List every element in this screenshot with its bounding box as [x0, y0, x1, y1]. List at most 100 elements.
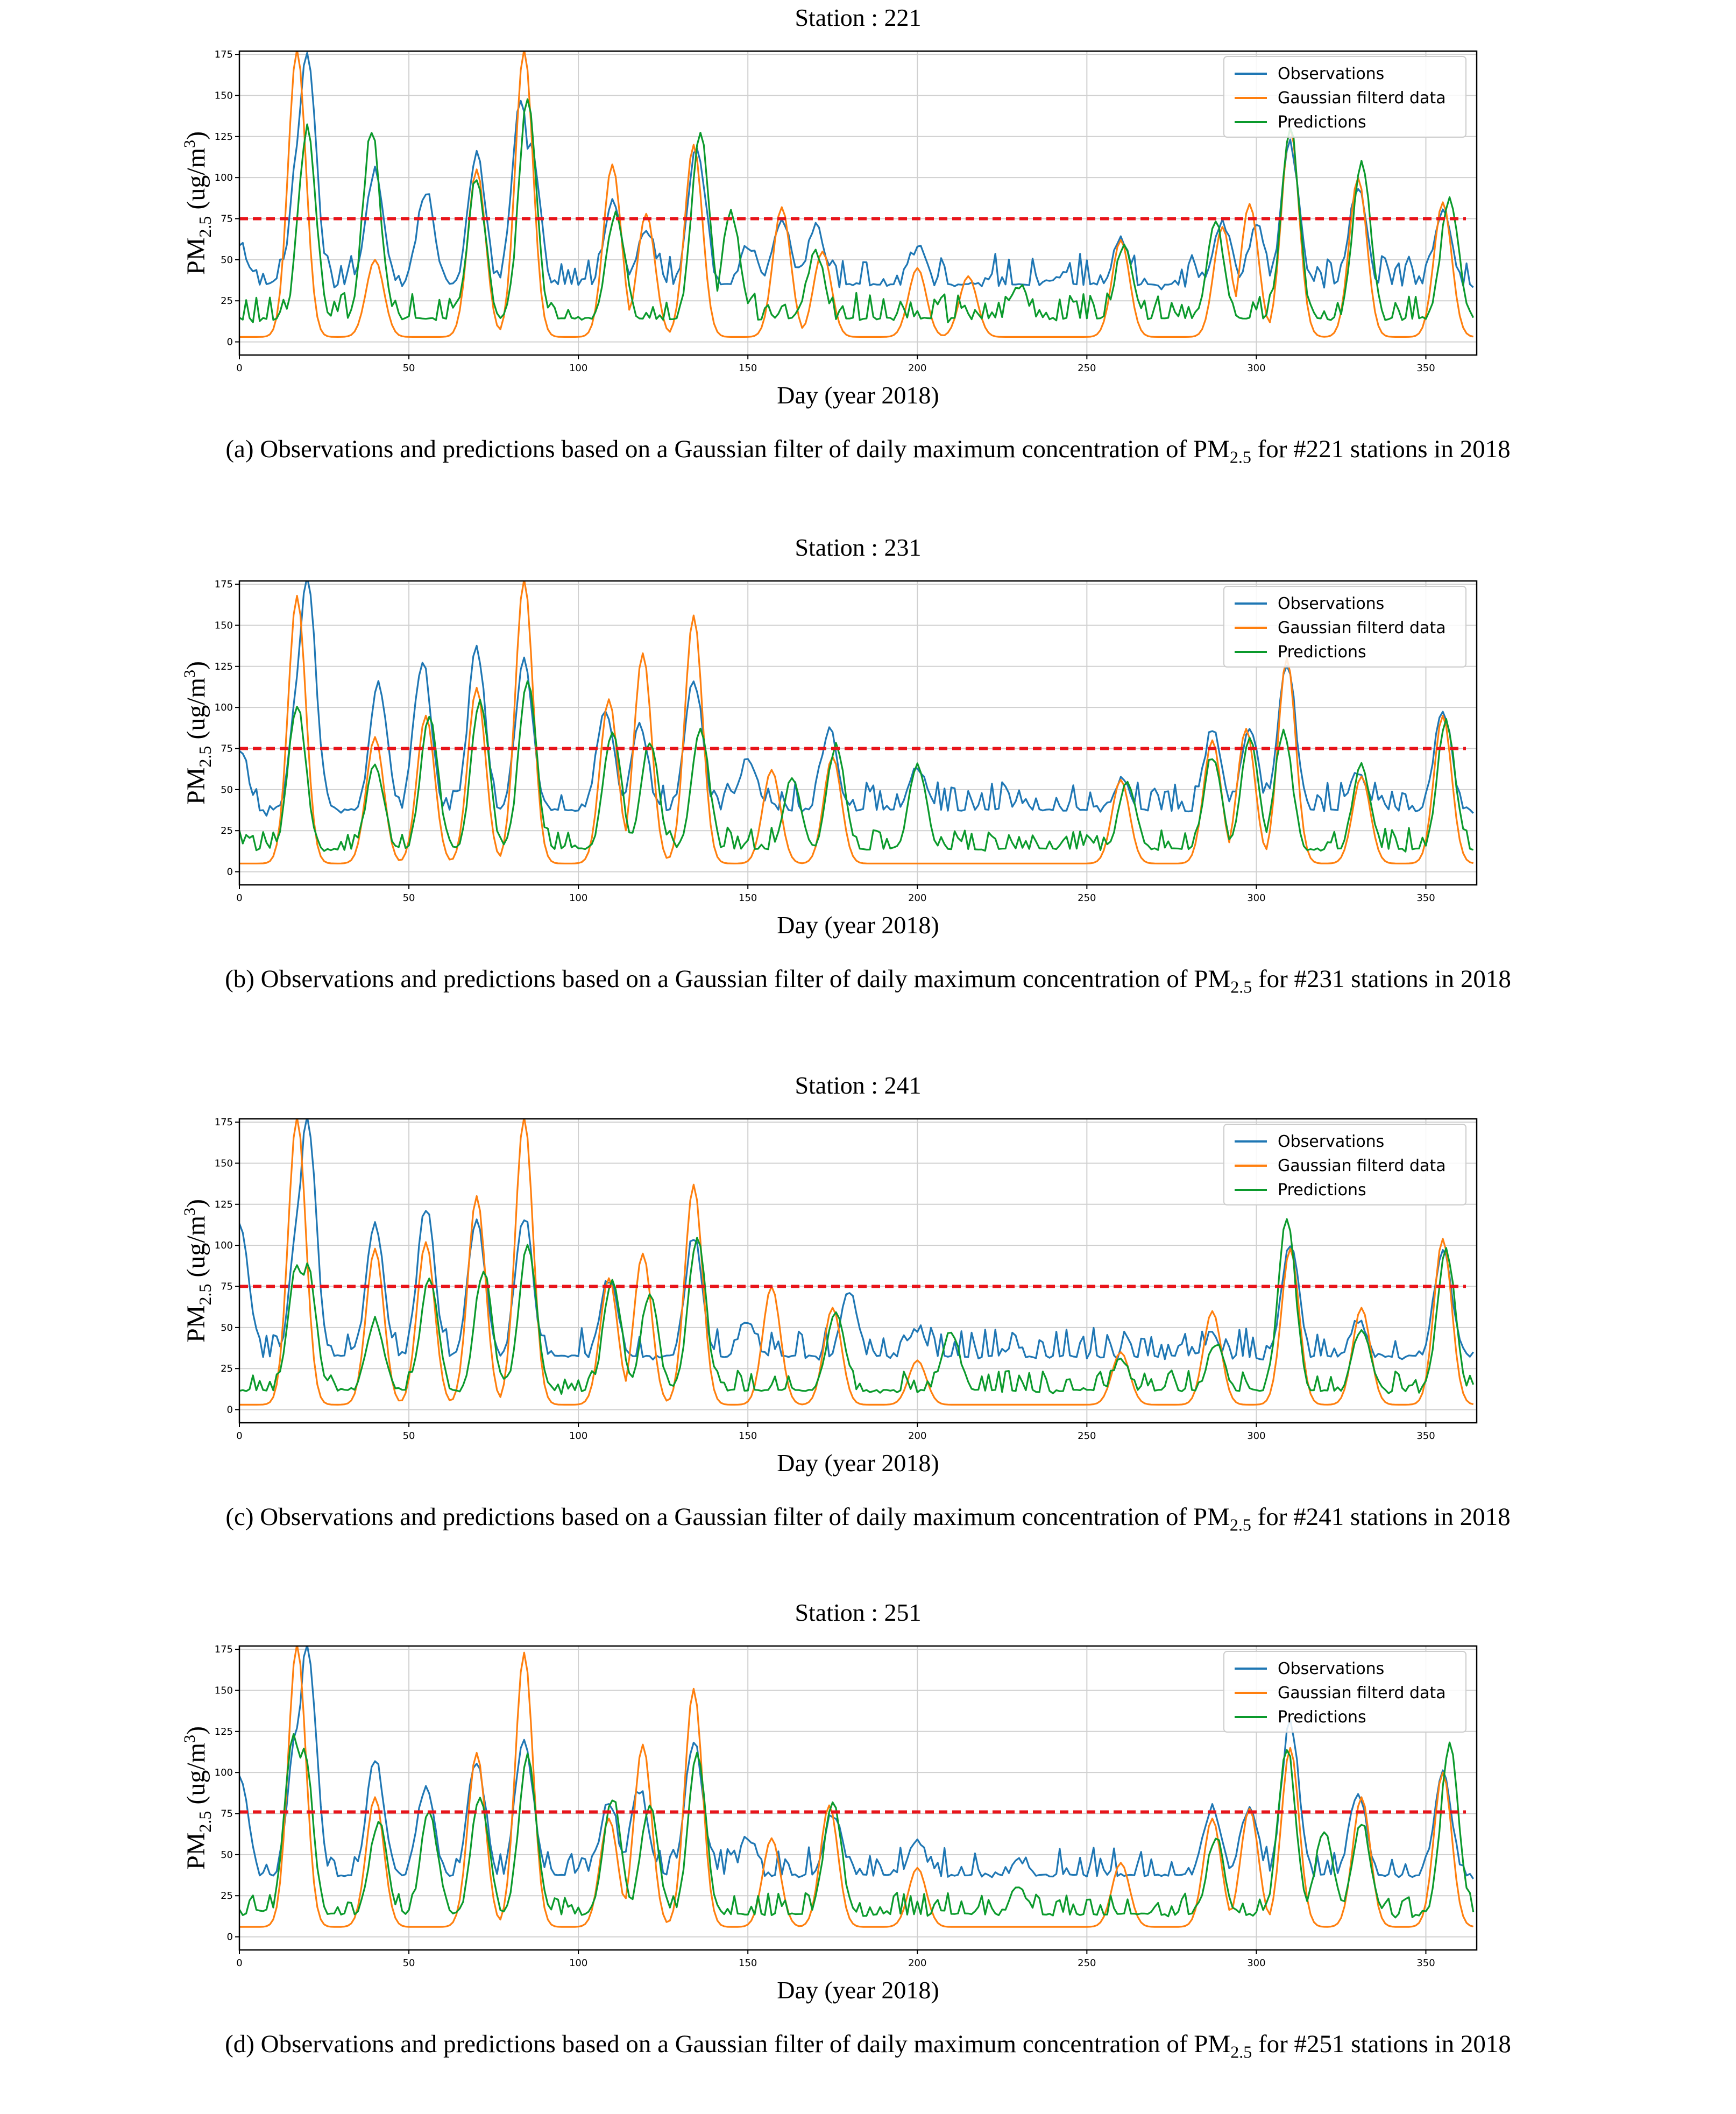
- legend-label: Gaussian filterd data: [1278, 619, 1446, 637]
- y-tick-label: 50: [221, 1849, 233, 1861]
- x-tick-label: 200: [908, 1957, 926, 1969]
- y-tick-label: 75: [221, 1808, 233, 1820]
- caption-text: (d) Observations and predictions based o…: [225, 2030, 1231, 2058]
- y-tick-label: 75: [221, 743, 233, 755]
- legend-box: [1223, 586, 1466, 668]
- x-tick-label: 50: [403, 363, 415, 374]
- y-tick-label: 50: [221, 1322, 233, 1333]
- panel-station-251: Station : 251 0 50 100 150 200 250 300 350 0 25 50 7…: [0, 1595, 1736, 2114]
- y-tick-label: 125: [215, 1726, 233, 1737]
- x-tick-label: 350: [1416, 1957, 1435, 1969]
- y-tick-label: 150: [215, 620, 233, 631]
- series-line-observations: [239, 581, 1474, 817]
- legend: Observations Gaussian filterd data Predict…: [1223, 56, 1466, 138]
- y-tick-label: 125: [215, 661, 233, 672]
- x-tick-label: 150: [739, 1957, 757, 1969]
- panel-station-221: Station : 221 0 50 100 150 200 250 300 350 0 25 50 7…: [0, 0, 1736, 519]
- y-tick-label: 100: [215, 702, 233, 713]
- caption-text-end: for #221 stations in 2018: [1251, 435, 1511, 463]
- series-line-predictions: [239, 98, 1475, 323]
- caption-subscript: 2.5: [1230, 977, 1252, 997]
- legend-label: Predictions: [1278, 643, 1366, 662]
- legend: Observations Gaussian filterd data Predict…: [1223, 1124, 1466, 1205]
- legend-label: Predictions: [1278, 1708, 1366, 1727]
- x-tick-label: 150: [739, 363, 757, 374]
- figure-caption-b: (b) Observations and predictions based o…: [0, 964, 1736, 997]
- y-tick-label: 100: [215, 172, 233, 183]
- legend-label: Gaussian filterd data: [1278, 1157, 1446, 1175]
- x-tick-label: 200: [908, 363, 926, 374]
- x-tick-label: 100: [569, 1957, 587, 1969]
- plot-frame: [238, 580, 1478, 886]
- y-tick-label: 0: [227, 337, 233, 348]
- legend-label: Gaussian filterd data: [1278, 1684, 1446, 1702]
- x-tick-label: 100: [569, 892, 587, 904]
- chart-title: Station : 221: [795, 4, 921, 31]
- legend-label: Observations: [1278, 594, 1384, 613]
- y-tick-label: 100: [215, 1240, 233, 1251]
- caption-text-end: for #241 stations in 2018: [1251, 1503, 1511, 1531]
- series-line-predictions: [239, 680, 1474, 853]
- y-tick-label: 150: [215, 1685, 233, 1696]
- x-tick-label: 350: [1416, 363, 1435, 374]
- legend-label: Observations: [1278, 1659, 1384, 1678]
- chart-title: Station : 241: [795, 1072, 921, 1099]
- caption-text-end: for #231 stations in 2018: [1252, 965, 1511, 993]
- panel-station-231: Station : 231 0 50 100 150 200 250 300 350 0 25 50 7…: [0, 530, 1736, 1049]
- x-axis-label: Day (year 2018): [777, 1449, 939, 1477]
- x-tick-label: 250: [1078, 892, 1096, 904]
- chart-title: Station : 251: [795, 1599, 921, 1626]
- caption-text: (c) Observations and predictions based o…: [225, 1503, 1230, 1531]
- legend-label: Predictions: [1278, 113, 1366, 132]
- y-tick-label: 175: [215, 579, 233, 590]
- legend: Observations Gaussian filterd data Predict…: [1223, 586, 1466, 668]
- x-tick-label: 250: [1078, 1430, 1096, 1442]
- x-tick-label: 300: [1247, 1957, 1265, 1969]
- legend-label: Predictions: [1278, 1181, 1366, 1200]
- x-axis-label: Day (year 2018): [777, 911, 939, 939]
- caption-text: (a) Observations and predictions based o…: [225, 435, 1230, 463]
- y-tick-label: 125: [215, 131, 233, 143]
- y-tick-label: 0: [227, 1404, 233, 1416]
- y-axis-label: PM2.5 (ug/m3): [181, 131, 215, 275]
- x-tick-label: 300: [1247, 892, 1265, 904]
- figure-caption-d: (d) Observations and predictions based o…: [0, 2030, 1736, 2062]
- legend-label: Observations: [1278, 65, 1384, 83]
- y-axis-label: PM2.5 (ug/m3): [181, 661, 215, 805]
- y-tick-label: 0: [227, 867, 233, 878]
- x-tick-label: 50: [403, 1957, 415, 1969]
- y-tick-label: 150: [215, 90, 233, 101]
- chart-station-231: Station : 231 0 50 100 150 200 250 300 350 0 25 50 7…: [181, 534, 1478, 939]
- series-line-observations: [239, 1646, 1475, 1879]
- y-tick-label: 50: [221, 784, 233, 796]
- x-tick-label: 300: [1247, 1430, 1265, 1442]
- series-line-gaussian-filterd-data: [239, 51, 1474, 338]
- y-tick-label: 125: [215, 1199, 233, 1210]
- x-tick-label: 200: [908, 1430, 926, 1442]
- x-tick-label: 350: [1416, 892, 1435, 904]
- plot-frame: [238, 1118, 1478, 1424]
- caption-text: (b) Observations and predictions based o…: [225, 965, 1231, 993]
- series-line-observations: [239, 1119, 1474, 1361]
- x-axis-label: Day (year 2018): [777, 381, 939, 409]
- y-tick-label: 175: [215, 49, 233, 60]
- y-tick-label: 25: [221, 1890, 233, 1902]
- caption-subscript: 2.5: [1229, 1515, 1251, 1535]
- x-tick-label: 350: [1416, 1430, 1435, 1442]
- chart-title: Station : 231: [795, 534, 921, 561]
- series-line-gaussian-filterd-data: [239, 1119, 1474, 1406]
- legend-label: Gaussian filterd data: [1278, 89, 1446, 108]
- x-tick-label: 0: [236, 1430, 242, 1442]
- chart-station-251: Station : 251 0 50 100 150 200 250 300 350 0 25 50 7…: [181, 1599, 1478, 2004]
- caption-text-end: for #251 stations in 2018: [1252, 2030, 1511, 2058]
- series-line-predictions: [239, 1218, 1475, 1395]
- x-tick-label: 150: [739, 892, 757, 904]
- y-tick-label: 150: [215, 1158, 233, 1169]
- series-line-gaussian-filterd-data: [239, 581, 1474, 864]
- y-tick-label: 75: [221, 1281, 233, 1293]
- chart-station-221: Station : 221 0 50 100 150 200 250 300 350 0 25 50 7…: [181, 4, 1478, 409]
- figure-caption-a: (a) Observations and predictions based o…: [0, 435, 1736, 467]
- legend-box: [1223, 56, 1466, 138]
- x-tick-label: 250: [1078, 363, 1096, 374]
- chart-station-241: Station : 241 0 50 100 150 200 250 300 350 0 25 50 7…: [181, 1072, 1478, 1477]
